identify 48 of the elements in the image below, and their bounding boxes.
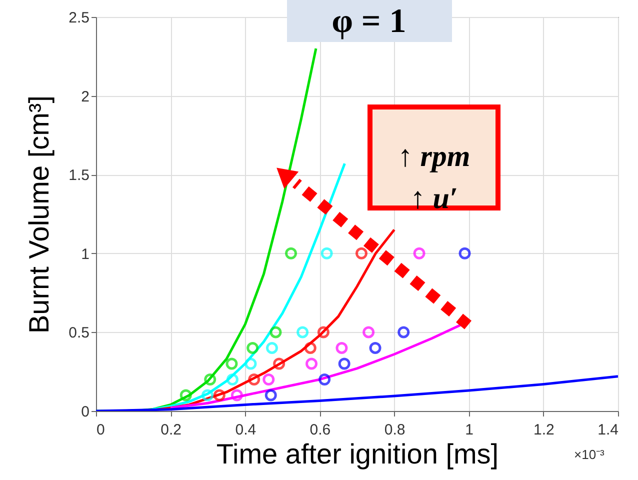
y-tick-label: 1.5 <box>68 167 90 184</box>
x-tick-label: 0.2 <box>160 422 182 438</box>
point <box>248 373 260 386</box>
point <box>264 389 277 402</box>
point <box>213 389 226 402</box>
point <box>273 358 286 370</box>
point <box>296 326 309 338</box>
point <box>362 326 375 338</box>
point <box>355 247 368 260</box>
point <box>204 373 216 386</box>
point <box>336 342 348 354</box>
y-axis-title: Burnt Volume [cm³] <box>24 95 55 334</box>
point <box>413 247 426 260</box>
y-tick-label: 0.5 <box>68 324 90 342</box>
point <box>317 326 330 338</box>
point <box>266 342 278 354</box>
point <box>230 389 243 402</box>
x-tick-label: 0 <box>96 422 105 438</box>
y-tick-label: 2 <box>81 88 90 106</box>
point <box>244 358 257 370</box>
point <box>285 247 297 260</box>
y-tick-label: 1 <box>81 246 90 263</box>
point <box>180 389 192 402</box>
point <box>304 342 316 354</box>
point <box>201 389 214 402</box>
point <box>270 326 282 338</box>
point <box>246 342 259 354</box>
x-axis-title: Time after ignition [ms] <box>216 438 499 470</box>
point <box>398 326 410 338</box>
x-tick-label: 0.8 <box>384 422 406 438</box>
text: ×10⁻³ <box>574 447 606 462</box>
y-tick-label: 0 <box>81 404 90 420</box>
x-tick-label: 1 <box>465 422 474 438</box>
x-tick-label: 0.4 <box>235 422 256 438</box>
x-tick-label: 1.2 <box>534 422 554 438</box>
point <box>306 358 318 370</box>
y-tick-label: 2.5 <box>68 10 90 26</box>
annotation: φ = 1 <box>332 3 406 40</box>
point <box>226 358 238 370</box>
x-tick-label: 0.6 <box>310 422 331 438</box>
point <box>318 373 331 386</box>
point <box>458 247 471 260</box>
point <box>226 373 238 386</box>
point <box>320 247 333 260</box>
point <box>369 342 382 354</box>
point <box>338 358 350 370</box>
point <box>262 373 275 386</box>
x-tick-label: 1.4 <box>598 422 618 438</box>
